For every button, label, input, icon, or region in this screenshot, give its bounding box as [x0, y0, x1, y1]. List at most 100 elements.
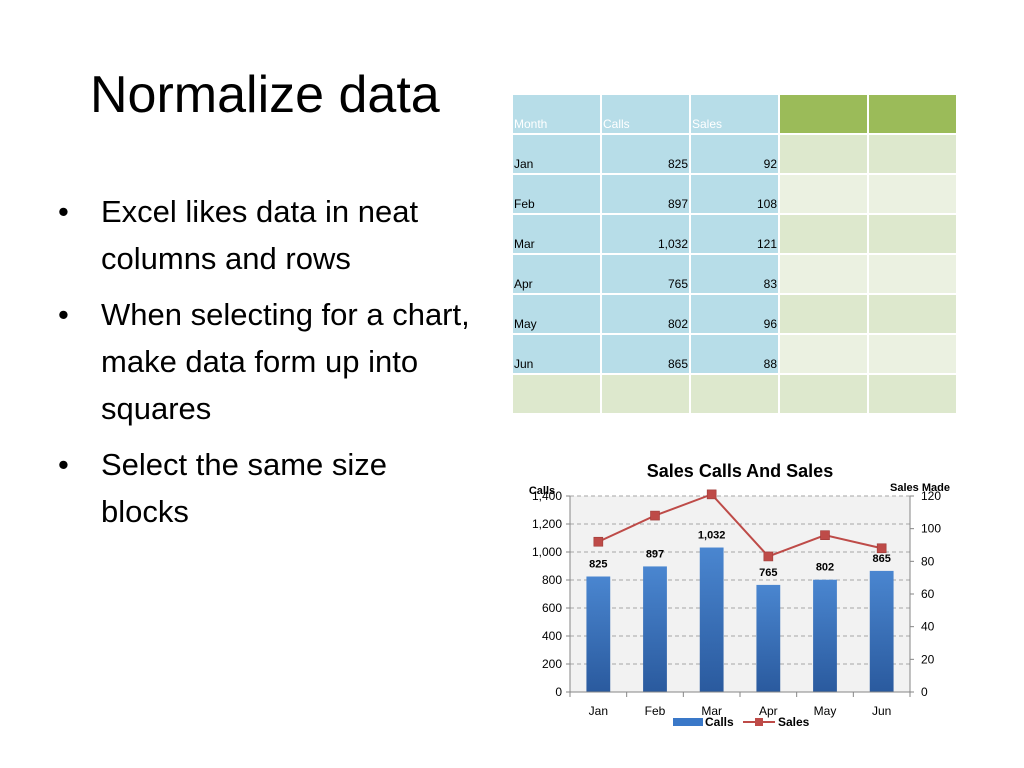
table-cell[interactable]: 92: [689, 133, 780, 175]
bar-data-label: 865: [872, 553, 890, 565]
y-axis-title: Calls: [529, 485, 555, 497]
table-cell-empty[interactable]: [867, 293, 958, 335]
table-cell-empty[interactable]: [867, 173, 958, 215]
legend-calls-swatch: [673, 718, 703, 726]
table-cell-empty[interactable]: [778, 213, 869, 255]
table-cell[interactable]: 825: [600, 133, 691, 175]
table-row: [511, 373, 958, 415]
header-cell-empty[interactable]: [867, 93, 958, 135]
chart-title: Sales Calls And Sales: [647, 461, 833, 481]
table-cell-empty[interactable]: [778, 253, 869, 295]
bar-calls: [813, 579, 837, 692]
y2-tick-label: 20: [921, 652, 935, 666]
sales-point: [763, 551, 774, 562]
legend-sales-marker: [755, 718, 763, 726]
bar-data-label: 802: [816, 562, 834, 574]
sales-calls-chart[interactable]: 0 200 400 600 800 1,000 1,200 1,400 0 20 40 60 80 100…: [506, 452, 966, 734]
table-cell-empty[interactable]: [511, 373, 602, 415]
table-cell[interactable]: 88: [689, 333, 780, 375]
sales-point: [820, 530, 830, 540]
bar-calls: [699, 547, 724, 692]
table-cell[interactable]: Feb: [511, 173, 602, 215]
table-cell[interactable]: Jan: [511, 133, 602, 175]
table-cell-empty[interactable]: [778, 133, 869, 175]
bar-data-label: 765: [759, 567, 777, 579]
table-cell-empty[interactable]: [778, 173, 869, 215]
x-tick-label: Jan: [589, 704, 608, 718]
header-cell-sales[interactable]: Sales: [689, 93, 780, 135]
table-cell[interactable]: May: [511, 293, 602, 335]
table-cell[interactable]: 1,032: [600, 213, 691, 255]
y2-tick-label: 60: [921, 587, 935, 601]
y-tick-label: 800: [542, 573, 562, 587]
bullet-text: Excel likes data in neat columns and row…: [101, 194, 419, 276]
table-cell-empty[interactable]: [867, 373, 958, 415]
x-tick-label: Mar: [701, 704, 722, 718]
sales-polyline: [597, 493, 882, 558]
bullet-text: Select the same size blocks: [101, 447, 388, 529]
sales-line: [593, 489, 887, 562]
table-cell[interactable]: Jun: [511, 333, 602, 375]
table-cell-empty[interactable]: [778, 293, 869, 335]
table-cell-empty[interactable]: [867, 253, 958, 295]
sales-point: [650, 510, 660, 521]
table-cell[interactable]: 765: [600, 253, 691, 295]
sales-point: [876, 543, 887, 554]
y2-tick-label: 120: [921, 489, 941, 503]
table-cell-empty[interactable]: [867, 133, 958, 175]
x-tick-label: Jun: [872, 704, 891, 718]
y-tick-label: 600: [542, 601, 562, 615]
bullet-item: • Select the same size blocks: [58, 441, 478, 535]
slide-title: Normalize data: [90, 66, 440, 124]
table-row: Mar 1,032 121: [511, 213, 958, 255]
header-cell-empty[interactable]: [778, 93, 869, 135]
table-cell[interactable]: Apr: [511, 253, 602, 295]
header-cell-calls[interactable]: Calls: [600, 93, 691, 135]
bullet-marker: •: [58, 447, 69, 482]
y2-tick-label: 40: [921, 620, 935, 634]
legend-sales-label: Sales: [778, 715, 810, 729]
table-cell[interactable]: 121: [689, 213, 780, 255]
bar-calls: [586, 576, 611, 692]
table-cell[interactable]: 108: [689, 173, 780, 215]
bullet-item: • When selecting for a chart, make data f…: [58, 291, 478, 432]
y2-axis-title: Sales Made: [890, 482, 950, 494]
bar-data-label: 825: [589, 559, 607, 571]
data-labels: 825 897 1,032 765 802 865: [589, 530, 891, 579]
header-cell-month[interactable]: Month: [511, 93, 602, 135]
table-cell[interactable]: 897: [600, 173, 691, 215]
table-cell-empty[interactable]: [689, 373, 780, 415]
legend: Calls Sales: [673, 715, 810, 729]
table-cell-empty[interactable]: [867, 333, 958, 375]
bar-calls: [756, 584, 781, 692]
sales-point: [706, 489, 717, 500]
x-tick-label: Feb: [645, 704, 666, 718]
bar-calls: [869, 570, 894, 692]
y-tick-label: 1,200: [532, 517, 562, 531]
table-cell-empty[interactable]: [867, 213, 958, 255]
table-row: Jun 865 88: [511, 333, 958, 375]
table-cell-empty[interactable]: [600, 373, 691, 415]
table-cell[interactable]: Mar: [511, 213, 602, 255]
bar-data-label: 897: [646, 548, 664, 560]
axes: 0 200 400 600 800 1,000 1,200 1,400 0 20 40 60 80 100…: [532, 489, 941, 718]
data-table: Month Calls Sales Jan 825 92 Feb 897 108…: [511, 93, 958, 415]
table-cell[interactable]: 96: [689, 293, 780, 335]
x-tick-label: Apr: [759, 704, 778, 718]
y-tick-label: 400: [542, 629, 562, 643]
table-header-row: Month Calls Sales: [511, 93, 958, 135]
table-cell[interactable]: 865: [600, 333, 691, 375]
sales-point: [593, 536, 604, 547]
y2-tick-label: 80: [921, 554, 935, 568]
y2-tick-label: 0: [921, 685, 928, 699]
table-cell-empty[interactable]: [778, 333, 869, 375]
table-cell[interactable]: 802: [600, 293, 691, 335]
table-row: Apr 765 83: [511, 253, 958, 295]
table-cell[interactable]: 83: [689, 253, 780, 295]
bars: [586, 547, 894, 692]
bullet-text: When selecting for a chart, make data fo…: [101, 297, 470, 426]
y-tick-label: 0: [555, 685, 562, 699]
table-cell-empty[interactable]: [778, 373, 869, 415]
bullet-list: • Excel likes data in neat columns and ro…: [58, 188, 478, 544]
legend-calls-label: Calls: [705, 715, 734, 729]
